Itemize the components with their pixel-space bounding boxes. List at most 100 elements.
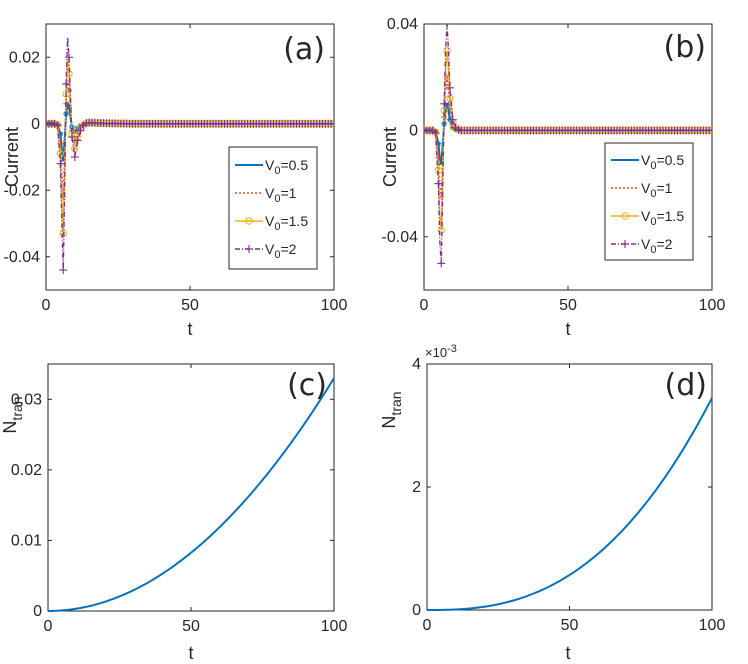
legend-label-suffix: =2 bbox=[656, 236, 672, 252]
x-tick-label: 100 bbox=[699, 617, 726, 634]
legend-marker bbox=[245, 217, 253, 225]
y-tick-label: 2 bbox=[412, 479, 421, 496]
data-point bbox=[445, 83, 454, 92]
legend-label-sub: 0 bbox=[650, 216, 656, 228]
legend-label: V0=1.5 bbox=[641, 208, 684, 228]
x-axis-label: t bbox=[188, 643, 193, 663]
x-axis-label: t bbox=[565, 319, 570, 339]
legend-marker bbox=[621, 240, 629, 248]
data-point bbox=[437, 259, 446, 268]
x-tick-label: 100 bbox=[321, 297, 348, 314]
legend-label: V0=0.5 bbox=[265, 157, 308, 177]
data-point bbox=[440, 99, 449, 108]
legend-label-prefix: V bbox=[641, 152, 651, 168]
x-tick-label: 0 bbox=[420, 297, 429, 314]
y-axis-label-base: N bbox=[0, 421, 20, 434]
legend-box bbox=[228, 146, 318, 270]
legend-label-suffix: =1 bbox=[280, 185, 296, 201]
series-layer bbox=[424, 24, 712, 268]
exponent-power: -3 bbox=[447, 343, 457, 355]
legend-label: V0=1 bbox=[641, 180, 673, 200]
legend-label-prefix: V bbox=[265, 185, 275, 201]
data-point bbox=[434, 179, 443, 188]
legend-entries: V0=0.5V0=1V0=1.5V0=2 bbox=[611, 152, 684, 256]
y-tick-label: 0.01 bbox=[11, 532, 42, 549]
x-ticks: 0 50 100 bbox=[42, 24, 348, 314]
legend-label-prefix: V bbox=[641, 236, 651, 252]
data-point bbox=[73, 136, 82, 145]
axis-exponent-label: ×10-3 bbox=[425, 343, 457, 360]
series-line bbox=[47, 377, 335, 612]
legend-box bbox=[604, 142, 694, 261]
y-tick-label: 0.03 bbox=[11, 391, 42, 408]
legend-label: V0=1 bbox=[265, 185, 297, 205]
legend-label-suffix: =0.5 bbox=[280, 157, 308, 173]
legend-label-prefix: V bbox=[265, 157, 275, 173]
legend-label-suffix: =1 bbox=[656, 180, 672, 196]
data-point bbox=[76, 126, 85, 135]
x-tick-label: 50 bbox=[559, 297, 577, 314]
legend-label-prefix: V bbox=[641, 208, 651, 224]
legend-label-sub: 0 bbox=[650, 188, 656, 200]
x-ticks: 0 50 100 bbox=[423, 364, 726, 634]
data-point bbox=[435, 154, 442, 160]
series-layer bbox=[46, 37, 334, 275]
legend-label: V0=2 bbox=[641, 236, 673, 256]
data-point bbox=[59, 266, 68, 275]
panel-label: (c) bbox=[287, 368, 327, 403]
legend-label-sub: 0 bbox=[274, 249, 280, 261]
y-axis-label: Ntran bbox=[0, 396, 25, 433]
legend-label-prefix: V bbox=[265, 241, 275, 257]
data-point bbox=[62, 90, 70, 98]
data-point bbox=[65, 53, 74, 62]
x-axis-label: t bbox=[187, 319, 192, 339]
legend-label-sub: 0 bbox=[274, 165, 280, 177]
y-axis-label: Current bbox=[380, 127, 400, 187]
x-axis-label: t bbox=[565, 643, 570, 663]
series-layer bbox=[427, 397, 713, 611]
data-point bbox=[56, 159, 65, 168]
y-tick-label: -0.04 bbox=[382, 229, 419, 246]
y-tick-label: -0.04 bbox=[4, 249, 41, 266]
legend-label-sub: 0 bbox=[650, 160, 656, 172]
x-tick-label: 0 bbox=[42, 297, 51, 314]
data-point bbox=[53, 121, 62, 130]
legend-label: V0=2 bbox=[265, 241, 297, 261]
y-tick-label: 0.02 bbox=[9, 49, 40, 66]
legend-label-sub: 0 bbox=[650, 244, 656, 256]
panel-c: 0 50 100 0 0.01 0.02 0.03 (c) t Ntran bbox=[0, 363, 348, 663]
y-tick-label: 0 bbox=[31, 116, 40, 133]
x-tick-label: 50 bbox=[561, 617, 579, 634]
y-tick-label: 0.02 bbox=[11, 462, 42, 479]
legend-marker bbox=[245, 245, 253, 253]
x-tick-label: 100 bbox=[699, 297, 726, 314]
x-tick-label: 0 bbox=[423, 617, 432, 634]
data-point bbox=[62, 79, 71, 88]
x-tick-label: 50 bbox=[182, 618, 200, 635]
plot-frame bbox=[47, 363, 335, 612]
legend-label: V0=0.5 bbox=[641, 152, 684, 172]
y-tick-label: 4 bbox=[412, 356, 421, 373]
data-point bbox=[708, 126, 712, 135]
legend-label-suffix: =1.5 bbox=[656, 208, 684, 224]
legend-label-suffix: =2 bbox=[280, 241, 296, 257]
series-markers bbox=[46, 53, 334, 275]
panel-label: (d) bbox=[665, 368, 707, 403]
x-tick-label: 100 bbox=[321, 618, 348, 635]
legend-entries: V0=0.5V0=1V0=1.5V0=2 bbox=[235, 157, 308, 261]
y-axis-label: Ntran bbox=[379, 391, 404, 428]
x-ticks: 0 50 100 bbox=[420, 24, 726, 314]
legend-label-suffix: =1.5 bbox=[280, 213, 308, 229]
data-point bbox=[71, 144, 79, 153]
legend-label-sub: 0 bbox=[274, 221, 280, 233]
y-tick-label: 0 bbox=[409, 122, 418, 139]
x-tick-label: 50 bbox=[181, 297, 199, 314]
legend: V0=0.5V0=1V0=1.5V0=2 bbox=[228, 146, 318, 270]
data-point bbox=[443, 46, 451, 55]
legend-marker bbox=[621, 212, 629, 220]
series-markers bbox=[424, 24, 712, 268]
y-axis-label: Current bbox=[2, 127, 22, 187]
data-point bbox=[67, 133, 76, 142]
